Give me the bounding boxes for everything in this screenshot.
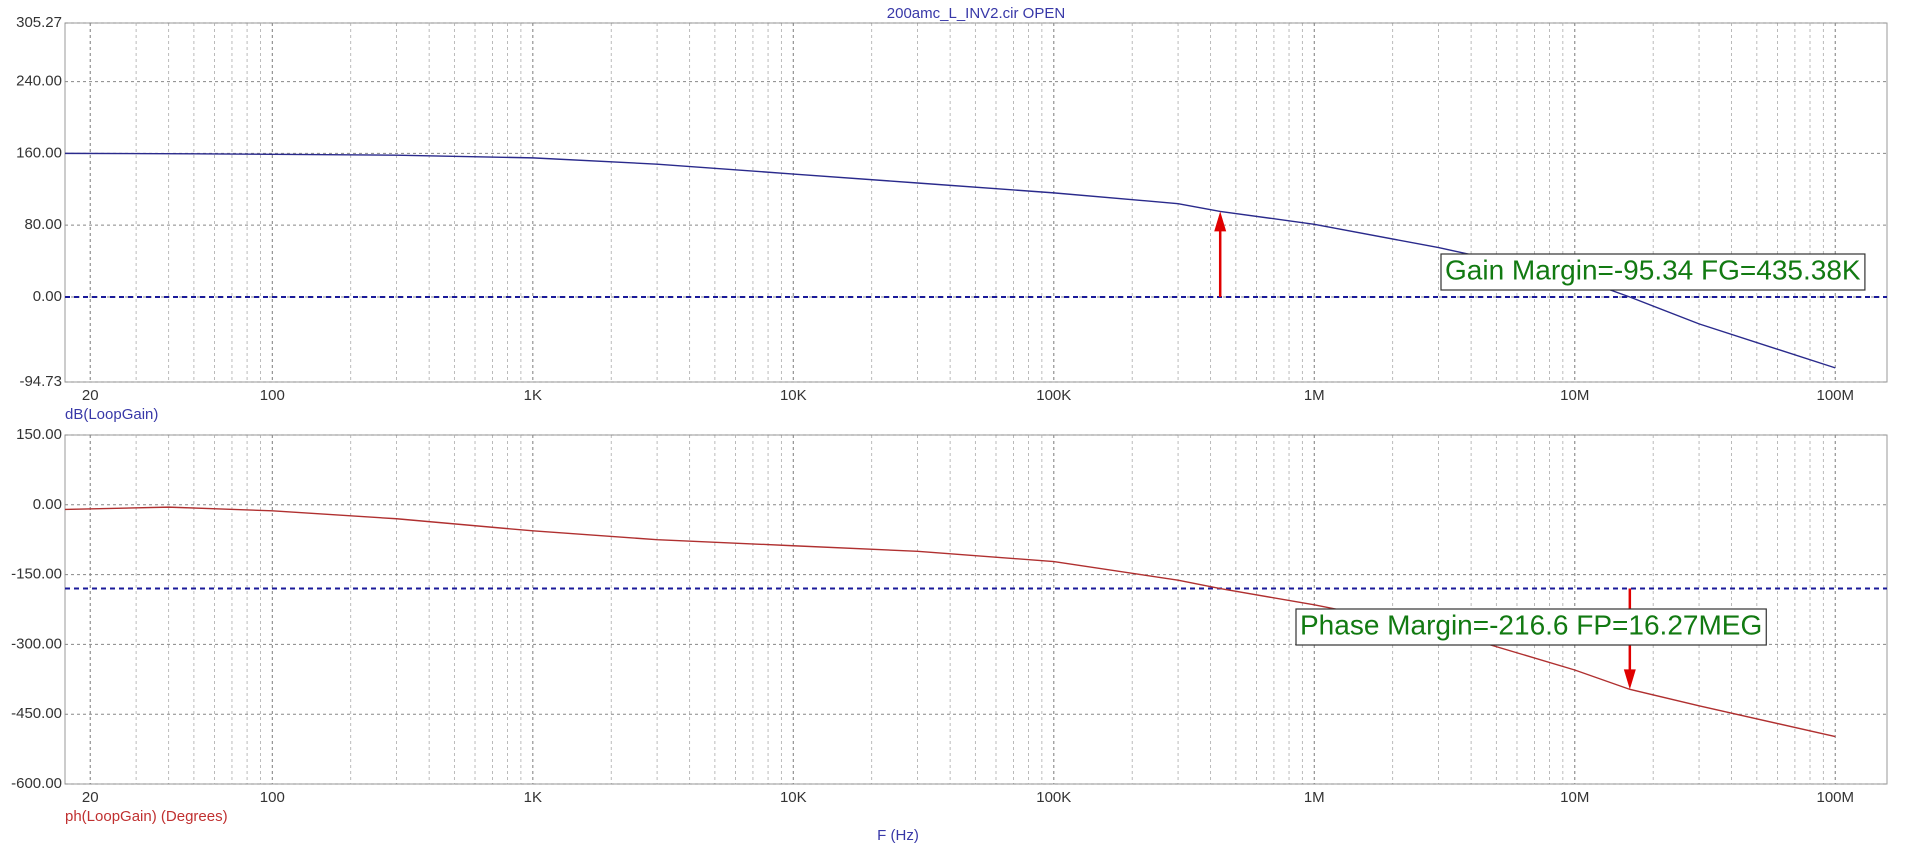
x-tick-label: 10M: [1560, 789, 1589, 806]
y-axis-label: dB(LoopGain): [65, 406, 158, 423]
x-tick-label: 1M: [1304, 789, 1325, 806]
x-tick-label: 1K: [524, 387, 542, 404]
x-tick-label: 20: [82, 789, 99, 806]
y-tick-label: 80.00: [24, 216, 62, 233]
x-tick-label: 10K: [780, 387, 807, 404]
x-tick-label: 100K: [1036, 789, 1071, 806]
y-tick-label: -94.73: [19, 373, 62, 390]
chart-title: 200amc_L_INV2.cir OPEN: [887, 5, 1065, 22]
x-tick-label: 1K: [524, 789, 542, 806]
y-tick-label: 0.00: [33, 288, 62, 305]
y-tick-label: -300.00: [11, 635, 62, 652]
x-tick-label: 1M: [1304, 387, 1325, 404]
plot-frame: [64, 22, 1888, 383]
y-tick-label: -150.00: [11, 566, 62, 583]
annotation: Gain Margin=-95.34 FG=435.38K: [1445, 254, 1861, 285]
x-tick-label: 100: [260, 789, 285, 806]
y-axis-label: ph(LoopGain) (Degrees): [65, 808, 228, 825]
annotation-box: [1440, 253, 1866, 291]
plot-frame: [64, 434, 1888, 785]
x-tick-label: 100M: [1816, 387, 1854, 404]
x-tick-label: 10M: [1560, 387, 1589, 404]
margin-arrow-head: [1623, 669, 1636, 690]
x-tick-label: 100M: [1816, 789, 1854, 806]
y-tick-label: -600.00: [11, 775, 62, 792]
series-line: [64, 506, 1836, 738]
x-axis-label: F (Hz): [877, 827, 919, 844]
x-tick-label: 10K: [780, 789, 807, 806]
y-tick-label: 305.27: [16, 14, 62, 31]
y-tick-label: 150.00: [16, 426, 62, 443]
margin-arrow-head: [1214, 211, 1227, 232]
x-tick-label: 100K: [1036, 387, 1071, 404]
y-tick-label: -450.00: [11, 705, 62, 722]
y-tick-label: 240.00: [16, 73, 62, 90]
x-tick-label: 20: [82, 387, 99, 404]
annotation: Phase Margin=-216.6 FP=16.27MEG: [1300, 609, 1762, 640]
annotation-box: [1295, 608, 1767, 646]
y-tick-label: 160.00: [16, 144, 62, 161]
x-tick-label: 100: [260, 387, 285, 404]
y-tick-label: 0.00: [33, 496, 62, 513]
